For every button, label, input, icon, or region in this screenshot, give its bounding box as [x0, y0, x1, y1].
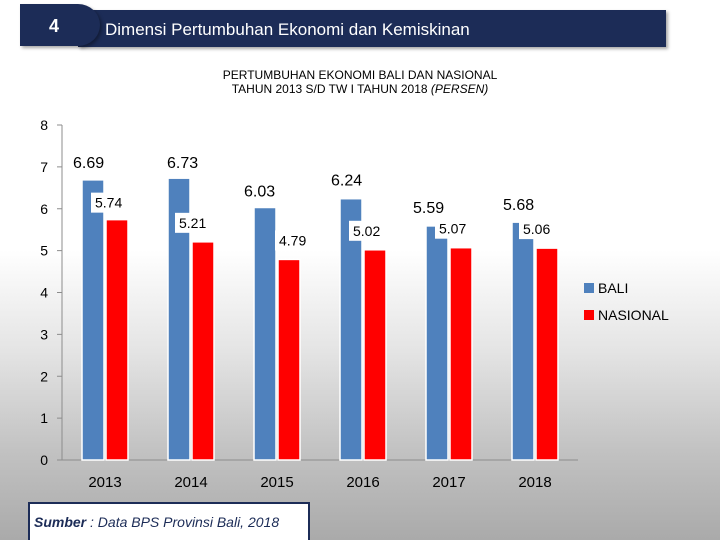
y-tick-label: 6	[40, 201, 48, 217]
nasional-bar	[449, 246, 473, 461]
y-tick-label: 0	[40, 452, 48, 468]
bali-data-label-bg	[499, 193, 541, 216]
source-box	[28, 502, 310, 540]
y-tick-label: 8	[40, 117, 48, 133]
nasional-data-label-bg	[519, 219, 555, 240]
chart-title-unit: (PERSEN)	[430, 82, 489, 96]
x-tick-label: 2017	[432, 474, 465, 491]
bali-bar	[425, 225, 449, 461]
bali-data-label-bg	[240, 179, 282, 202]
source-text: : Data BPS Provinsi Bali, 2018	[86, 514, 280, 530]
legend-bali-swatch	[584, 283, 594, 293]
nasional-data-label-bg	[435, 218, 471, 239]
bali-bar	[339, 197, 363, 461]
bali-data-label: 6.69	[73, 155, 104, 172]
nasional-data-label: 5.06	[523, 221, 550, 237]
bali-data-label: 6.24	[331, 173, 362, 190]
bali-data-label: 6.73	[167, 155, 198, 172]
nasional-data-label: 5.21	[179, 215, 206, 231]
nasional-data-label-bg	[349, 220, 385, 241]
bali-data-label-bg	[327, 168, 369, 191]
x-tick-label: 2015	[260, 474, 293, 491]
nasional-data-label: 4.79	[279, 232, 306, 248]
chart-title-line2: TAHUN 2013 S/D TW I TAHUN 2018 (PERSEN)	[160, 82, 560, 96]
x-tick-label: 2014	[174, 474, 207, 491]
x-tick-label: 2013	[88, 474, 121, 491]
bali-data-label: 5.68	[503, 197, 534, 214]
bali-data-label: 5.59	[413, 200, 444, 217]
chart-title: PERTUMBUHAN EKONOMI BALI DAN NASIONAL TA…	[160, 68, 560, 96]
header-bar	[78, 10, 666, 47]
legend-bali-label: BALI	[598, 280, 628, 296]
nasional-data-label-bg	[91, 192, 127, 213]
header-title: Dimensi Pertumbuhan Ekonomi dan Kemiskin…	[105, 20, 470, 39]
slide-number: 4	[48, 16, 59, 36]
legend-nasional-swatch	[584, 310, 594, 320]
nasional-bar	[191, 241, 215, 461]
bali-bar	[253, 206, 277, 461]
nasional-bar	[105, 218, 129, 461]
bali-bar	[511, 221, 535, 461]
nasional-data-label: 5.02	[353, 223, 380, 239]
source-label: Sumber	[34, 514, 87, 530]
chart-title-line1: PERTUMBUHAN EKONOMI BALI DAN NASIONAL	[222, 68, 498, 82]
bali-data-label-bg	[163, 151, 205, 174]
bali-data-label-bg	[69, 150, 111, 173]
y-tick-label: 1	[40, 410, 48, 426]
nasional-bar	[363, 249, 387, 461]
chart-title-line2-text: TAHUN 2013 S/D TW I TAHUN 2018	[231, 82, 431, 96]
legend-nasional-label: NASIONAL	[598, 307, 669, 323]
y-tick-label: 4	[40, 285, 48, 301]
bali-bar	[167, 177, 191, 461]
y-tick-label: 7	[40, 159, 48, 175]
nasional-data-label: 5.74	[95, 195, 122, 211]
source-note: Sumber : Data BPS Provinsi Bali, 2018	[34, 514, 279, 530]
nasional-bar	[535, 247, 559, 461]
nasional-data-label: 5.07	[439, 221, 466, 237]
y-tick-label: 5	[40, 243, 48, 259]
x-tick-label: 2016	[346, 474, 379, 491]
nasional-bar	[277, 258, 301, 461]
nasional-data-label-bg	[275, 230, 311, 251]
y-tick-label: 2	[40, 368, 48, 384]
bali-data-label-bg	[409, 195, 451, 218]
bali-bar	[81, 179, 105, 461]
bali-data-label: 6.03	[244, 183, 275, 200]
slide-number-badge	[20, 4, 100, 46]
y-tick-label: 3	[40, 326, 48, 342]
nasional-data-label-bg	[175, 212, 211, 233]
x-tick-label: 2018	[518, 474, 551, 491]
